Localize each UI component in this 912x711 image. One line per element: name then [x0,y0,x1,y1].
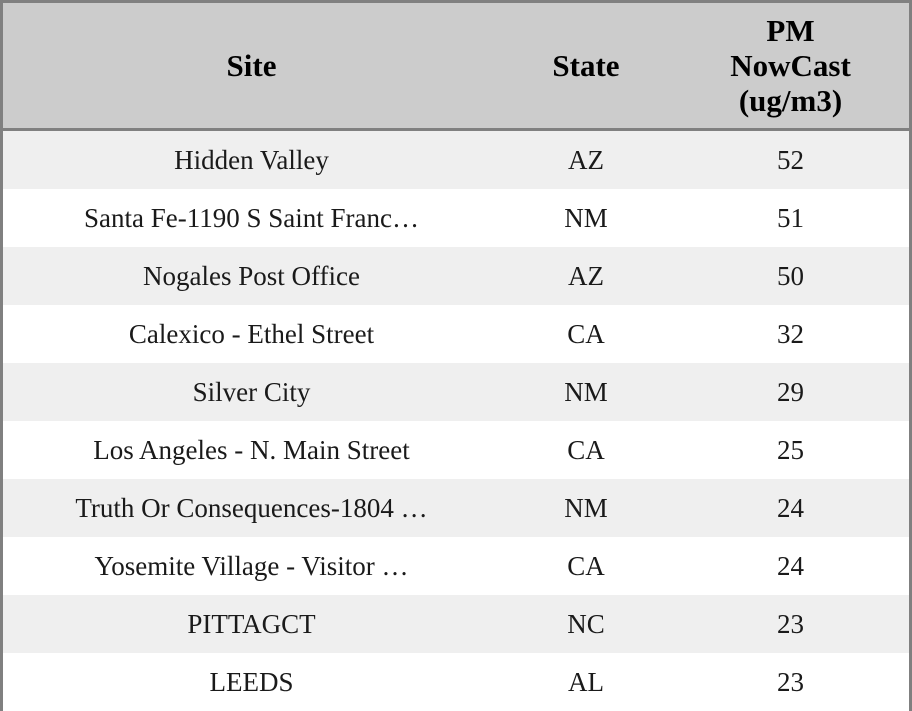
cell-pm-nowcast: 25 [672,421,909,479]
cell-pm-nowcast: 23 [672,653,909,711]
cell-pm-nowcast: 24 [672,537,909,595]
column-header-site[interactable]: Site [3,3,500,131]
cell-state: AZ [500,129,672,189]
column-header-state[interactable]: State [500,3,672,131]
cell-pm-nowcast: 50 [672,247,909,305]
column-header-pm-nowcast[interactable]: PM NowCast (ug/m3) [672,3,909,131]
column-header-site-stack: Site [3,48,500,83]
table-row[interactable]: Truth Or Consequences-1804 … NM 24 [3,479,909,537]
cell-site: Truth Or Consequences-1804 … [3,479,500,537]
table-row[interactable]: Hidden Valley AZ 52 [3,129,909,189]
column-header-pm-nowcast-stack: PM NowCast (ug/m3) [672,13,909,118]
table-row[interactable]: PITTAGCT NC 23 [3,595,909,653]
cell-site: Silver City [3,363,500,421]
cell-state: CA [500,537,672,595]
cell-pm-nowcast: 24 [672,479,909,537]
air-quality-table: Site State PM NowCast (ug/m3) [3,3,909,711]
cell-pm-nowcast: 51 [672,189,909,247]
cell-site: LEEDS [3,653,500,711]
cell-site: Nogales Post Office [3,247,500,305]
column-header-pm-nowcast-line-2: NowCast [730,48,851,83]
table-row[interactable]: Los Angeles - N. Main Street CA 25 [3,421,909,479]
cell-state: AL [500,653,672,711]
column-header-pm-nowcast-line-1: PM [766,13,815,48]
column-header-state-line-1: State [552,48,620,83]
cell-state: CA [500,305,672,363]
cell-site: Los Angeles - N. Main Street [3,421,500,479]
cell-state: AZ [500,247,672,305]
column-header-pm-nowcast-line-3: (ug/m3) [738,83,843,118]
cell-pm-nowcast: 23 [672,595,909,653]
cell-state: NM [500,363,672,421]
table-row[interactable]: LEEDS AL 23 [3,653,909,711]
table-row[interactable]: Nogales Post Office AZ 50 [3,247,909,305]
cell-site: PITTAGCT [3,595,500,653]
table-header-row: Site State PM NowCast (ug/m3) [3,3,909,131]
table-header: Site State PM NowCast (ug/m3) [3,3,909,131]
table-row[interactable]: Yosemite Village - Visitor … CA 24 [3,537,909,595]
cell-state: NM [500,479,672,537]
table-row[interactable]: Calexico - Ethel Street CA 32 [3,305,909,363]
table-row[interactable]: Silver City NM 29 [3,363,909,421]
cell-state: CA [500,421,672,479]
table-body: Hidden Valley AZ 52 Santa Fe-1190 S Sain… [3,129,909,711]
cell-pm-nowcast: 32 [672,305,909,363]
column-header-site-line-1: Site [226,48,277,83]
cell-site: Calexico - Ethel Street [3,305,500,363]
cell-state: NM [500,189,672,247]
cell-site: Yosemite Village - Visitor … [3,537,500,595]
cell-site: Hidden Valley [3,129,500,189]
cell-state: NC [500,595,672,653]
cell-pm-nowcast: 52 [672,129,909,189]
cell-pm-nowcast: 29 [672,363,909,421]
cell-site: Santa Fe-1190 S Saint Franc… [3,189,500,247]
table-row[interactable]: Santa Fe-1190 S Saint Franc… NM 51 [3,189,909,247]
column-header-state-stack: State [500,48,672,83]
